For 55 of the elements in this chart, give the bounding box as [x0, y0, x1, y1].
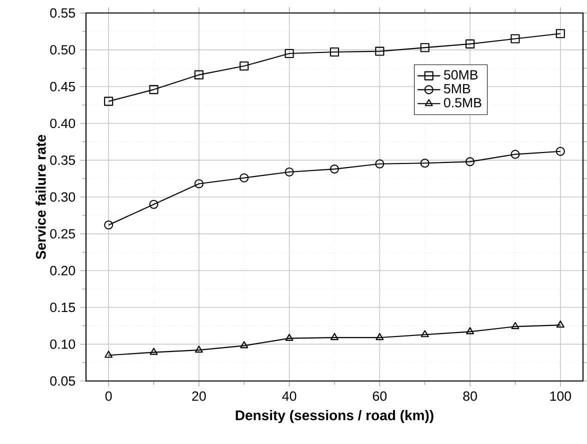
y-tick-label: 0.50 [50, 45, 76, 55]
y-tick-label: 0.35 [50, 155, 76, 165]
point [375, 46, 384, 56]
y-tick-label: 0.40 [50, 118, 76, 128]
point [285, 334, 294, 341]
y-tick-label: 0.25 [50, 229, 76, 239]
point [240, 61, 249, 71]
point [556, 320, 564, 328]
point [194, 346, 203, 353]
point [194, 70, 204, 80]
point [466, 327, 474, 334]
point [149, 200, 158, 209]
point [284, 48, 294, 58]
point [104, 220, 114, 230]
point [420, 158, 430, 168]
point [240, 341, 248, 348]
point [466, 157, 475, 166]
point [510, 34, 520, 44]
y-tick-label: 0.45 [50, 82, 76, 92]
point [240, 173, 249, 182]
x-tick-label: 0 [105, 391, 112, 401]
x-tick-label: 40 [282, 391, 296, 401]
y-tick-label: 0.30 [50, 192, 76, 202]
point [330, 47, 340, 57]
y-axis-title: Service failure rate [36, 134, 46, 260]
point [330, 164, 340, 174]
x-axis-title: Density (sessions / road (km)) [236, 410, 434, 424]
y-tick-label: 0.05 [50, 376, 76, 386]
y-tick-label: 0.10 [50, 339, 76, 349]
point [466, 39, 475, 48]
y-tick-label: 0.15 [50, 302, 76, 312]
point [104, 96, 114, 106]
legend-label: 0.5MB [444, 98, 482, 108]
point [330, 333, 338, 340]
point [375, 159, 384, 168]
point [149, 85, 158, 94]
x-tick-label: 60 [372, 391, 387, 401]
point [556, 146, 565, 156]
x-tick-label: 80 [463, 391, 477, 401]
point [420, 43, 430, 52]
point [420, 330, 429, 338]
point [511, 322, 520, 330]
x-tick-label: 100 [550, 391, 572, 401]
point [510, 150, 520, 159]
legend-label: 50MB [444, 70, 478, 80]
point [194, 179, 204, 188]
point [104, 350, 113, 358]
point [150, 348, 158, 355]
x-tick-label: 20 [192, 391, 206, 401]
point [376, 333, 384, 340]
point [556, 29, 565, 38]
point [284, 167, 294, 177]
y-tick-label: 0.55 [50, 8, 76, 18]
y-tick-label: 0.20 [50, 266, 76, 276]
legend-label: 5MB [444, 84, 470, 94]
